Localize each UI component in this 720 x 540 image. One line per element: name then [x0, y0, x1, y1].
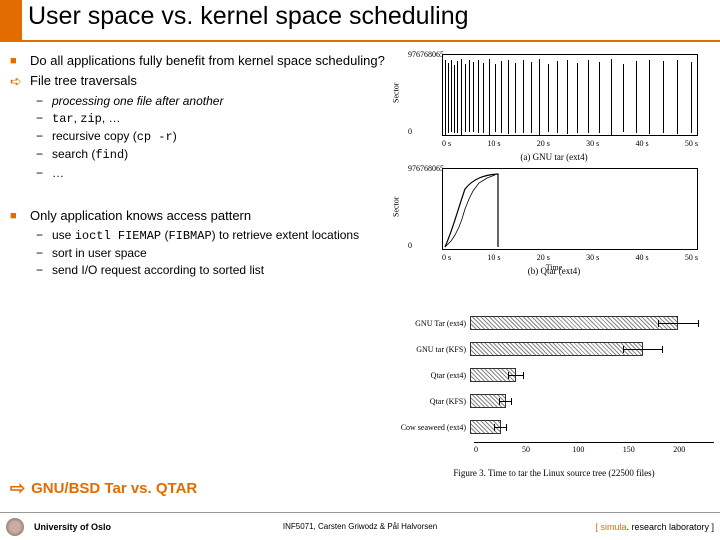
y-tick: 0 [408, 241, 412, 250]
arrow-bullet-icon: ➪ [10, 72, 30, 91]
sub-item: −send I/O request according to sorted li… [36, 262, 390, 278]
plot-area [442, 168, 698, 250]
plot-area [442, 54, 698, 136]
footer-uio: University of Oslo [34, 522, 111, 532]
x-tick: 30 s [586, 139, 599, 148]
chart-b: Sector 976768065 0 0 s 10 s 20 s 30 s 40… [394, 162, 714, 272]
x-tick: 10 s [487, 253, 500, 262]
gnu-bsd-callout: ⇨ GNU/BSD Tar vs. QTAR [10, 478, 197, 499]
error-bar [499, 401, 511, 402]
bar-label: GNU Tar (ext4) [394, 319, 470, 328]
bar-track [470, 342, 714, 356]
footer-simula: [ simula. research laboratory ] [595, 522, 714, 532]
x-tick: 0 s [442, 253, 451, 262]
title-accent-bar [0, 0, 22, 40]
bar-caption: Figure 3. Time to tar the Linux source t… [394, 468, 714, 478]
sub-item: −search (find) [36, 146, 390, 163]
sub-text: search (find) [52, 146, 128, 163]
sub-item: −… [36, 165, 390, 181]
error-bar [494, 427, 506, 428]
y-tick: 976768065 [408, 50, 444, 59]
bar-track [470, 420, 714, 434]
sub-text: use ioctl FIEMAP (FIBMAP) to retrieve ex… [52, 227, 359, 244]
chart-caption: (a) GNU tar (ext4) [394, 152, 714, 162]
square-bullet-icon: ■ [10, 52, 30, 70]
section-2: ■ Only application knows access pattern … [10, 207, 390, 279]
square-bullet-icon: ■ [10, 207, 30, 225]
y-tick: 0 [408, 127, 412, 136]
sub-item: −use ioctl FIEMAP (FIBMAP) to retrieve e… [36, 227, 390, 244]
bar-row: Qtar (ext4) [394, 364, 714, 386]
x-tick: 0 s [442, 139, 451, 148]
bar-row: GNU tar (KFS) [394, 338, 714, 360]
y-axis-label: Sector [392, 197, 401, 217]
x-axis: 0 s 10 s 20 s 30 s 40 s 50 s [442, 253, 698, 262]
line-b [443, 169, 699, 251]
sub-text: recursive copy (cp -r) [52, 128, 177, 145]
scatter-a [443, 55, 699, 137]
sub-text: send I/O request according to sorted lis… [52, 262, 264, 278]
sub-list-2: −use ioctl FIEMAP (FIBMAP) to retrieve e… [36, 227, 390, 279]
x-tick: 20 s [537, 253, 550, 262]
bar-track [470, 394, 714, 408]
bullet-text: Only application knows access pattern [30, 207, 251, 225]
x-axis: 0 s 10 s 20 s 30 s 40 s 50 s [442, 139, 698, 148]
bar-row: GNU Tar (ext4) [394, 312, 714, 334]
footer-simula-b: . research laboratory ] [626, 522, 714, 532]
title-underline [0, 40, 720, 42]
bar-track [470, 368, 714, 382]
x-tick: 20 s [537, 139, 550, 148]
sub-item: −recursive copy (cp -r) [36, 128, 390, 145]
error-bar [658, 323, 699, 324]
error-bar [508, 375, 524, 376]
bar-chart: GNU Tar (ext4) GNU tar (KFS) Qtar (ext4)… [394, 312, 714, 472]
charts-column: Sector 976768065 0 0 s 10 s 20 s 30 s 40… [394, 48, 714, 276]
content-column: ■ Do all applications fully benefit from… [10, 52, 390, 279]
x-tick: 50 s [685, 253, 698, 262]
sub-item: −tar, zip, … [36, 110, 390, 127]
bar-label: Qtar (KFS) [394, 397, 470, 406]
error-bar [623, 349, 664, 350]
y-tick: 976768065 [408, 164, 444, 173]
sub-item: −processing one file after another [36, 93, 390, 109]
x-tick: 30 s [586, 253, 599, 262]
gnu-bsd-text: GNU/BSD Tar vs. QTAR [31, 480, 197, 497]
x-tick: 10 s [487, 139, 500, 148]
sub-list-1: −processing one file after another −tar,… [36, 93, 390, 181]
bar-row: Qtar (KFS) [394, 390, 714, 412]
sub-text: … [52, 165, 64, 181]
footer: University of Oslo INF5071, Carsten Griw… [0, 512, 720, 540]
bullet-text: Do all applications fully benefit from k… [30, 52, 385, 70]
bar-fill [470, 316, 678, 330]
uio-crest-icon [6, 518, 24, 536]
bar-fill [470, 342, 643, 356]
chart-caption: (b) Qtar (ext4) [394, 266, 714, 276]
bar-track [470, 316, 714, 330]
sub-item: −sort in user space [36, 245, 390, 261]
footer-course: INF5071, Carsten Griwodz & Pål Halvorsen [283, 522, 437, 531]
sub-text: processing one file after another [52, 93, 223, 109]
bar-label: Qtar (ext4) [394, 371, 470, 380]
bullet-file-tree: ➪ File tree traversals [10, 72, 390, 91]
sub-text: tar, zip, … [52, 110, 121, 127]
bar-label: Cow seaweed (ext4) [394, 423, 470, 432]
x-tick: 40 s [636, 253, 649, 262]
x-tick: 50 s [685, 139, 698, 148]
chart-a: Sector 976768065 0 0 s 10 s 20 s 30 s 40… [394, 48, 714, 158]
slide-title: User space vs. kernel space scheduling [28, 2, 469, 31]
bar-label: GNU tar (KFS) [394, 345, 470, 354]
x-tick: 40 s [636, 139, 649, 148]
bullet-app-knows: ■ Only application knows access pattern [10, 207, 390, 225]
bullet-text: File tree traversals [30, 72, 137, 91]
y-axis-label: Sector [392, 83, 401, 103]
bar-row: Cow seaweed (ext4) [394, 416, 714, 438]
footer-simula-a: [ simula [595, 522, 626, 532]
sub-text: sort in user space [52, 245, 147, 261]
bar-x-axis: 050100150200 [474, 442, 714, 452]
bullet-question: ■ Do all applications fully benefit from… [10, 52, 390, 70]
arrow-icon: ⇨ [10, 478, 25, 499]
